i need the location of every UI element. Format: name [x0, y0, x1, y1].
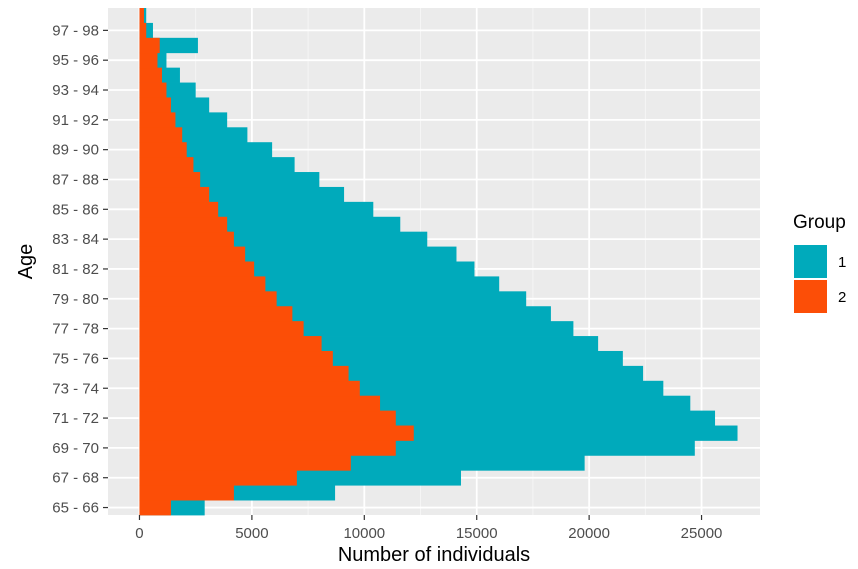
- legend: Group 1 2: [793, 212, 846, 313]
- bar-series-2-age-86: [139, 186, 210, 203]
- legend-key-series-1: [794, 245, 827, 278]
- x-tick-label: 25000: [681, 525, 723, 542]
- bar-series-2-age-88: [139, 157, 194, 173]
- y-tick-label: 95 - 96: [52, 52, 99, 69]
- y-tick-label: 89 - 90: [52, 142, 99, 159]
- bar-series-2-age-82: [139, 246, 246, 262]
- y-tick-label: 75 - 76: [52, 350, 99, 367]
- y-tick-label: 67 - 68: [52, 470, 99, 487]
- bar-series-2-age-66: [139, 485, 234, 501]
- bar-series-2-age-71: [139, 410, 396, 426]
- y-tick-label: 65 - 66: [52, 500, 99, 517]
- legend-key-series-2: [794, 280, 827, 313]
- bar-series-2-age-90: [139, 127, 183, 143]
- y-tick-label: 81 - 82: [52, 261, 99, 278]
- bar-series-2-age-89: [139, 142, 187, 158]
- y-tick-label: 97 - 98: [52, 22, 99, 39]
- bar-series-2-age-94: [139, 67, 162, 83]
- bar-series-2-age-78: [139, 306, 293, 322]
- bar-series-2-age-67: [139, 470, 297, 486]
- y-tick-label: 91 - 92: [52, 112, 99, 129]
- bar-series-2-age-85: [139, 201, 219, 218]
- y-tick-label: 79 - 80: [52, 291, 99, 308]
- bar-series-2-age-72: [139, 395, 381, 412]
- y-tick-label: 77 - 78: [52, 321, 99, 338]
- bar-series-2-age-92: [139, 97, 171, 113]
- bar-series-2-age-87: [139, 172, 201, 188]
- y-tick-label: 83 - 84: [52, 231, 99, 248]
- bar-series-2-age-80: [139, 276, 266, 292]
- bar-series-2-age-96: [139, 37, 160, 54]
- x-tick-label: 10000: [343, 525, 385, 542]
- y-tick-label: 73 - 74: [52, 380, 99, 397]
- bar-series-2-age-76: [139, 336, 322, 352]
- legend-label-series-1: 1: [838, 254, 846, 271]
- bar-series-2-age-97: [139, 22, 147, 39]
- bar-series-2-age-95: [139, 52, 158, 69]
- bar-series-2-age-75: [139, 350, 333, 367]
- bar-series-2-age-74: [139, 365, 349, 382]
- x-tick-label: 5000: [235, 525, 268, 542]
- bar-series-2-age-81: [139, 261, 255, 277]
- legend-title: Group: [793, 212, 846, 233]
- bar-series-2-age-84: [139, 216, 228, 233]
- y-tick-label: 71 - 72: [52, 410, 99, 427]
- y-axis-ticks: 65 - 66 67 - 68 69 - 70 71 - 72 73 - 74 75 - …: [52, 22, 108, 517]
- bar-series-2-age-65: [139, 500, 171, 516]
- x-axis-title: Number of individuals: [338, 544, 530, 566]
- bar-series-2-age-70: [139, 425, 414, 441]
- bar-series-2-age-79: [139, 291, 277, 307]
- y-tick-label: 93 - 94: [52, 82, 99, 99]
- bar-series-2-age-69: [139, 440, 396, 456]
- x-tick-label: 0: [135, 525, 143, 542]
- bar-series-2-age-98: [139, 8, 144, 24]
- x-tick-label: 15000: [456, 525, 498, 542]
- legend-label-series-2: 2: [838, 289, 846, 306]
- y-tick-label: 85 - 86: [52, 201, 99, 218]
- bar-series-2-age-73: [139, 380, 360, 397]
- y-tick-label: 69 - 70: [52, 440, 99, 457]
- bar-series-2-age-83: [139, 231, 234, 247]
- bar-series-2-age-91: [139, 112, 176, 128]
- x-axis-ticks: 0 5000 10000 15000 20000 25000: [135, 515, 722, 542]
- bar-series-2-age-93: [139, 82, 167, 98]
- y-tick-label: 87 - 88: [52, 171, 99, 188]
- series-2-bars: [139, 8, 414, 516]
- y-axis-title: Age: [15, 244, 37, 280]
- x-tick-label: 20000: [568, 525, 610, 542]
- bar-series-2-age-68: [139, 455, 351, 471]
- bar-series-2-age-77: [139, 321, 304, 337]
